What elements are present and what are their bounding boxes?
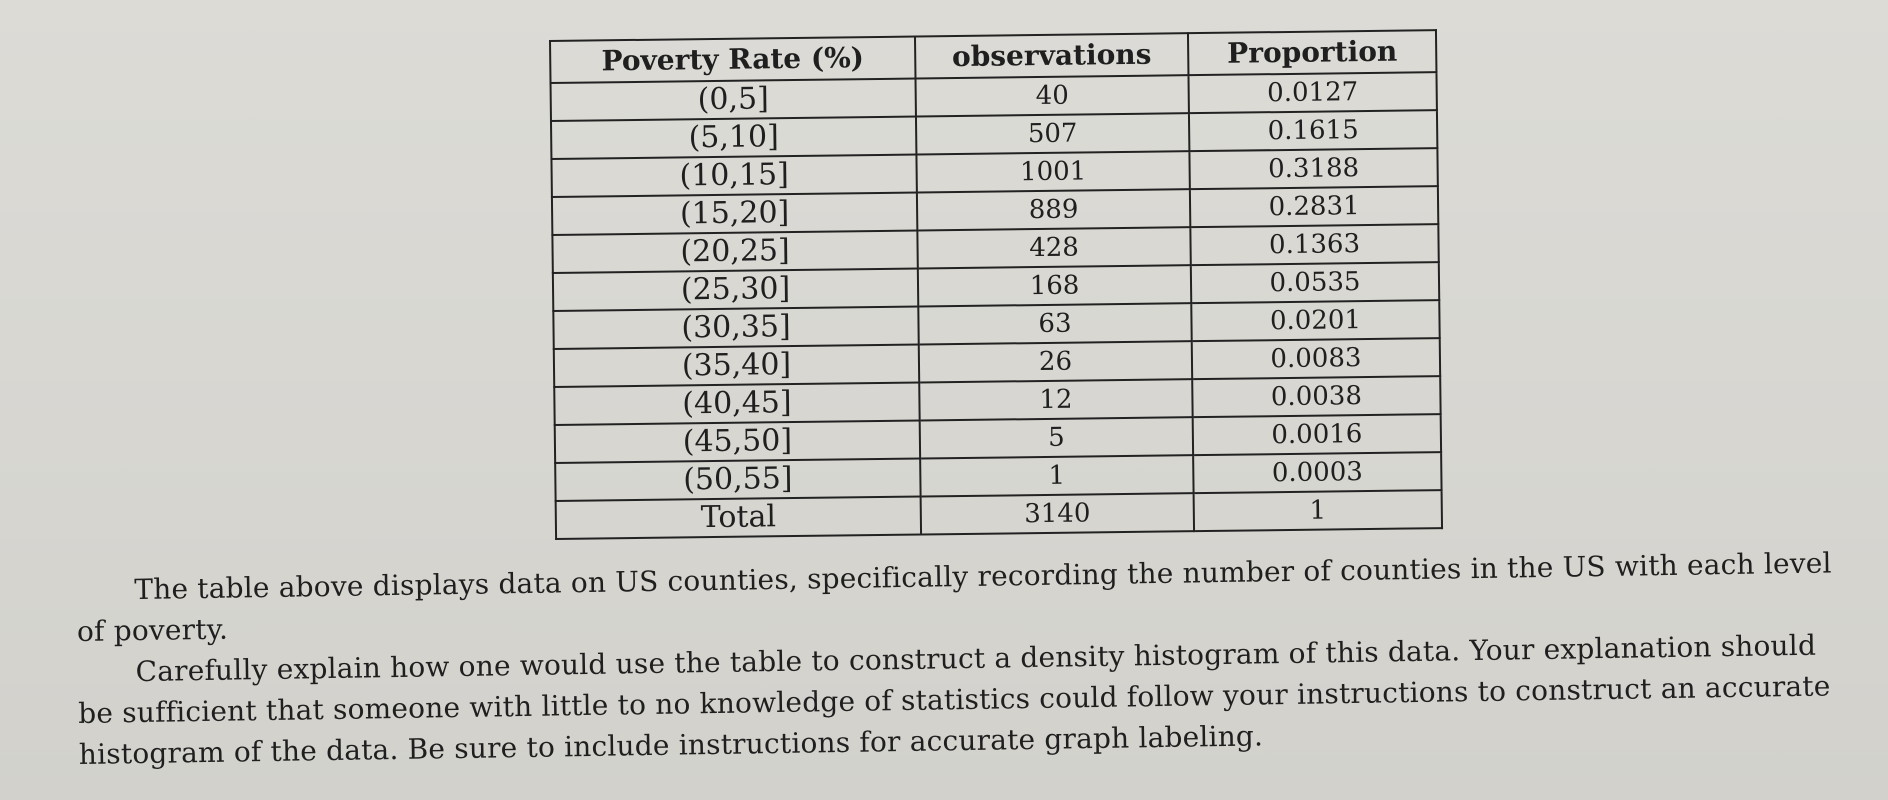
proportion-cell: 0.0038 xyxy=(1192,376,1441,418)
proportion-cell: 0.0003 xyxy=(1193,452,1442,494)
total-observations-cell: 3140 xyxy=(920,493,1195,535)
total-proportion-cell: 1 xyxy=(1193,490,1443,532)
observations-cell: 507 xyxy=(915,113,1190,155)
poverty-table-container: Poverty Rate (%) observations Proportion… xyxy=(549,29,1444,540)
proportion-cell: 0.0127 xyxy=(1188,72,1437,114)
proportion-cell: 0.0535 xyxy=(1190,262,1440,304)
header-proportion: Proportion xyxy=(1187,30,1437,76)
poverty-rate-cell: (15,20] xyxy=(551,192,918,235)
observations-cell: 1001 xyxy=(916,151,1190,193)
observations-cell: 26 xyxy=(918,341,1193,383)
poverty-rate-cell: (10,15] xyxy=(551,154,917,197)
poverty-rate-cell: (50,55] xyxy=(555,458,921,501)
proportion-cell: 0.1615 xyxy=(1188,110,1438,152)
observations-cell: 428 xyxy=(917,227,1191,269)
question-text: The table above displays data on US coun… xyxy=(76,542,1849,775)
poverty-rate-cell: (45,50] xyxy=(554,420,921,463)
poverty-rate-cell: (30,35] xyxy=(553,306,919,349)
observations-cell: 40 xyxy=(915,75,1189,117)
observations-cell: 1 xyxy=(920,455,1194,497)
observations-cell: 5 xyxy=(919,417,1194,459)
poverty-rate-cell: (40,45] xyxy=(554,382,920,425)
observations-cell: 889 xyxy=(916,189,1191,231)
header-poverty-rate: Poverty Rate (%) xyxy=(550,36,916,83)
poverty-rate-cell: (25,30] xyxy=(552,268,919,311)
proportion-cell: 0.0016 xyxy=(1192,414,1442,456)
observations-cell: 63 xyxy=(918,303,1192,345)
proportion-cell: 0.0201 xyxy=(1191,300,1440,342)
poverty-table: Poverty Rate (%) observations Proportion… xyxy=(549,29,1444,540)
total-label-cell: Total xyxy=(555,496,922,539)
table-body: (0,5] 40 0.0127 (5,10] 507 0.1615 (10,15… xyxy=(550,72,1443,539)
poverty-rate-cell: (0,5] xyxy=(550,78,916,121)
observations-cell: 12 xyxy=(919,379,1193,421)
poverty-rate-cell: (5,10] xyxy=(550,116,917,159)
proportion-cell: 0.0083 xyxy=(1191,338,1441,380)
poverty-rate-cell: (20,25] xyxy=(552,230,918,273)
poverty-rate-cell: (35,40] xyxy=(553,344,920,387)
proportion-cell: 0.2831 xyxy=(1189,186,1439,228)
observations-cell: 168 xyxy=(917,265,1192,307)
proportion-cell: 0.1363 xyxy=(1190,224,1439,266)
proportion-cell: 0.3188 xyxy=(1189,148,1438,190)
header-observations: observations xyxy=(914,33,1189,79)
